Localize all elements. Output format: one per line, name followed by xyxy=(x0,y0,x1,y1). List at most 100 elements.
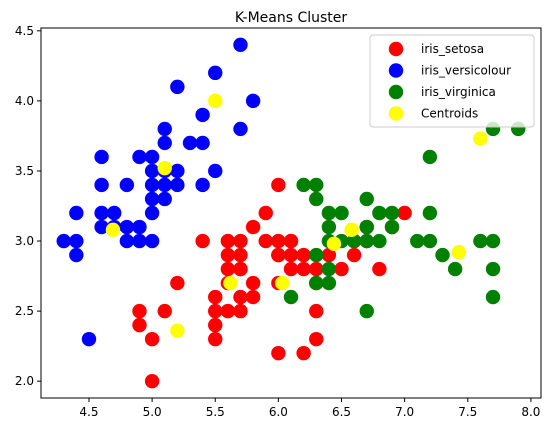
data-point xyxy=(384,219,400,235)
series-centroids xyxy=(105,93,488,338)
data-point xyxy=(56,233,71,249)
data-point xyxy=(208,303,223,319)
data-point xyxy=(296,247,311,263)
y-tick-label: 2.0 xyxy=(15,374,34,388)
data-point xyxy=(132,219,147,235)
legend-label: Centroids xyxy=(421,107,478,121)
data-point xyxy=(157,121,172,137)
data-point xyxy=(220,303,236,319)
data-point xyxy=(473,233,488,249)
x-tick-label: 5.0 xyxy=(143,405,162,419)
data-point xyxy=(296,177,311,193)
data-point xyxy=(309,177,324,193)
data-point xyxy=(359,219,374,235)
data-point xyxy=(170,275,185,291)
data-point xyxy=(271,233,286,249)
data-point xyxy=(182,135,198,151)
data-point xyxy=(233,303,248,319)
data-point xyxy=(451,245,467,260)
data-point xyxy=(107,205,122,221)
data-point xyxy=(144,191,160,207)
data-point xyxy=(334,261,349,277)
data-point xyxy=(372,261,387,277)
data-point xyxy=(296,261,311,277)
legend-box xyxy=(369,34,535,128)
data-point xyxy=(195,177,210,193)
data-point xyxy=(144,177,160,193)
points-layer xyxy=(56,37,526,389)
data-point xyxy=(157,303,172,319)
legend-marker xyxy=(388,63,404,78)
legend: iris_setosa iris_versicolour iris_virginic… xyxy=(369,34,535,128)
data-point xyxy=(233,233,248,249)
data-point xyxy=(208,93,223,109)
data-point xyxy=(170,177,185,193)
data-point xyxy=(144,373,160,389)
data-point xyxy=(274,275,290,291)
data-point xyxy=(271,177,286,193)
data-point xyxy=(208,289,223,305)
data-point xyxy=(245,93,261,109)
data-point xyxy=(94,219,109,235)
axes-frame xyxy=(40,27,542,399)
data-point xyxy=(283,247,299,263)
data-point xyxy=(105,222,121,238)
data-point xyxy=(144,163,160,179)
data-point xyxy=(359,233,374,249)
data-point xyxy=(346,233,362,249)
x-axis: 4.5 5.0 5.5 6.0 6.5 7.0 7.5 8.0 xyxy=(79,398,540,419)
data-point xyxy=(132,303,147,319)
series-iris-setosa xyxy=(132,177,412,389)
data-point xyxy=(258,233,273,249)
data-point xyxy=(94,149,109,165)
data-point xyxy=(144,149,160,165)
y-axis: 2.0 2.5 3.0 3.5 4.0 4.5 xyxy=(15,24,41,388)
data-point xyxy=(309,331,324,347)
data-point xyxy=(69,205,84,221)
data-point xyxy=(208,331,223,347)
data-point xyxy=(144,205,160,221)
data-point xyxy=(245,289,261,305)
data-point xyxy=(223,275,238,291)
data-point xyxy=(195,135,210,151)
x-tick-label: 6.5 xyxy=(332,405,351,419)
data-point xyxy=(473,131,488,146)
data-point xyxy=(233,121,248,137)
data-point xyxy=(157,160,172,176)
data-point xyxy=(119,177,135,193)
legend-label: iris_versicolour xyxy=(421,64,511,78)
data-point xyxy=(157,191,172,207)
legend-marker xyxy=(388,84,404,100)
data-point xyxy=(283,261,299,277)
data-point xyxy=(94,177,109,193)
data-point xyxy=(334,205,349,221)
x-tick-label: 4.5 xyxy=(79,405,98,419)
x-tick-label: 8.0 xyxy=(521,405,540,419)
data-point xyxy=(170,79,185,95)
data-point xyxy=(119,233,135,249)
data-point xyxy=(132,149,147,165)
data-point xyxy=(170,163,185,179)
data-point xyxy=(245,219,261,235)
data-point xyxy=(195,233,210,249)
data-point xyxy=(144,233,160,249)
data-point xyxy=(485,289,501,305)
data-point xyxy=(309,191,324,207)
series-iris-versicolour xyxy=(56,37,261,347)
data-point xyxy=(195,107,210,123)
data-point xyxy=(422,149,438,165)
legend-marker xyxy=(388,41,404,57)
data-point xyxy=(309,247,324,263)
legend-label: iris_setosa xyxy=(421,42,484,56)
data-point xyxy=(372,233,387,249)
data-point xyxy=(372,205,387,221)
data-point xyxy=(94,205,109,221)
y-tick-label: 3.5 xyxy=(15,164,34,178)
data-point xyxy=(321,247,337,263)
data-point xyxy=(321,219,337,235)
data-point xyxy=(359,303,374,319)
data-point xyxy=(326,236,342,252)
data-point xyxy=(132,317,147,333)
data-point xyxy=(435,247,450,263)
